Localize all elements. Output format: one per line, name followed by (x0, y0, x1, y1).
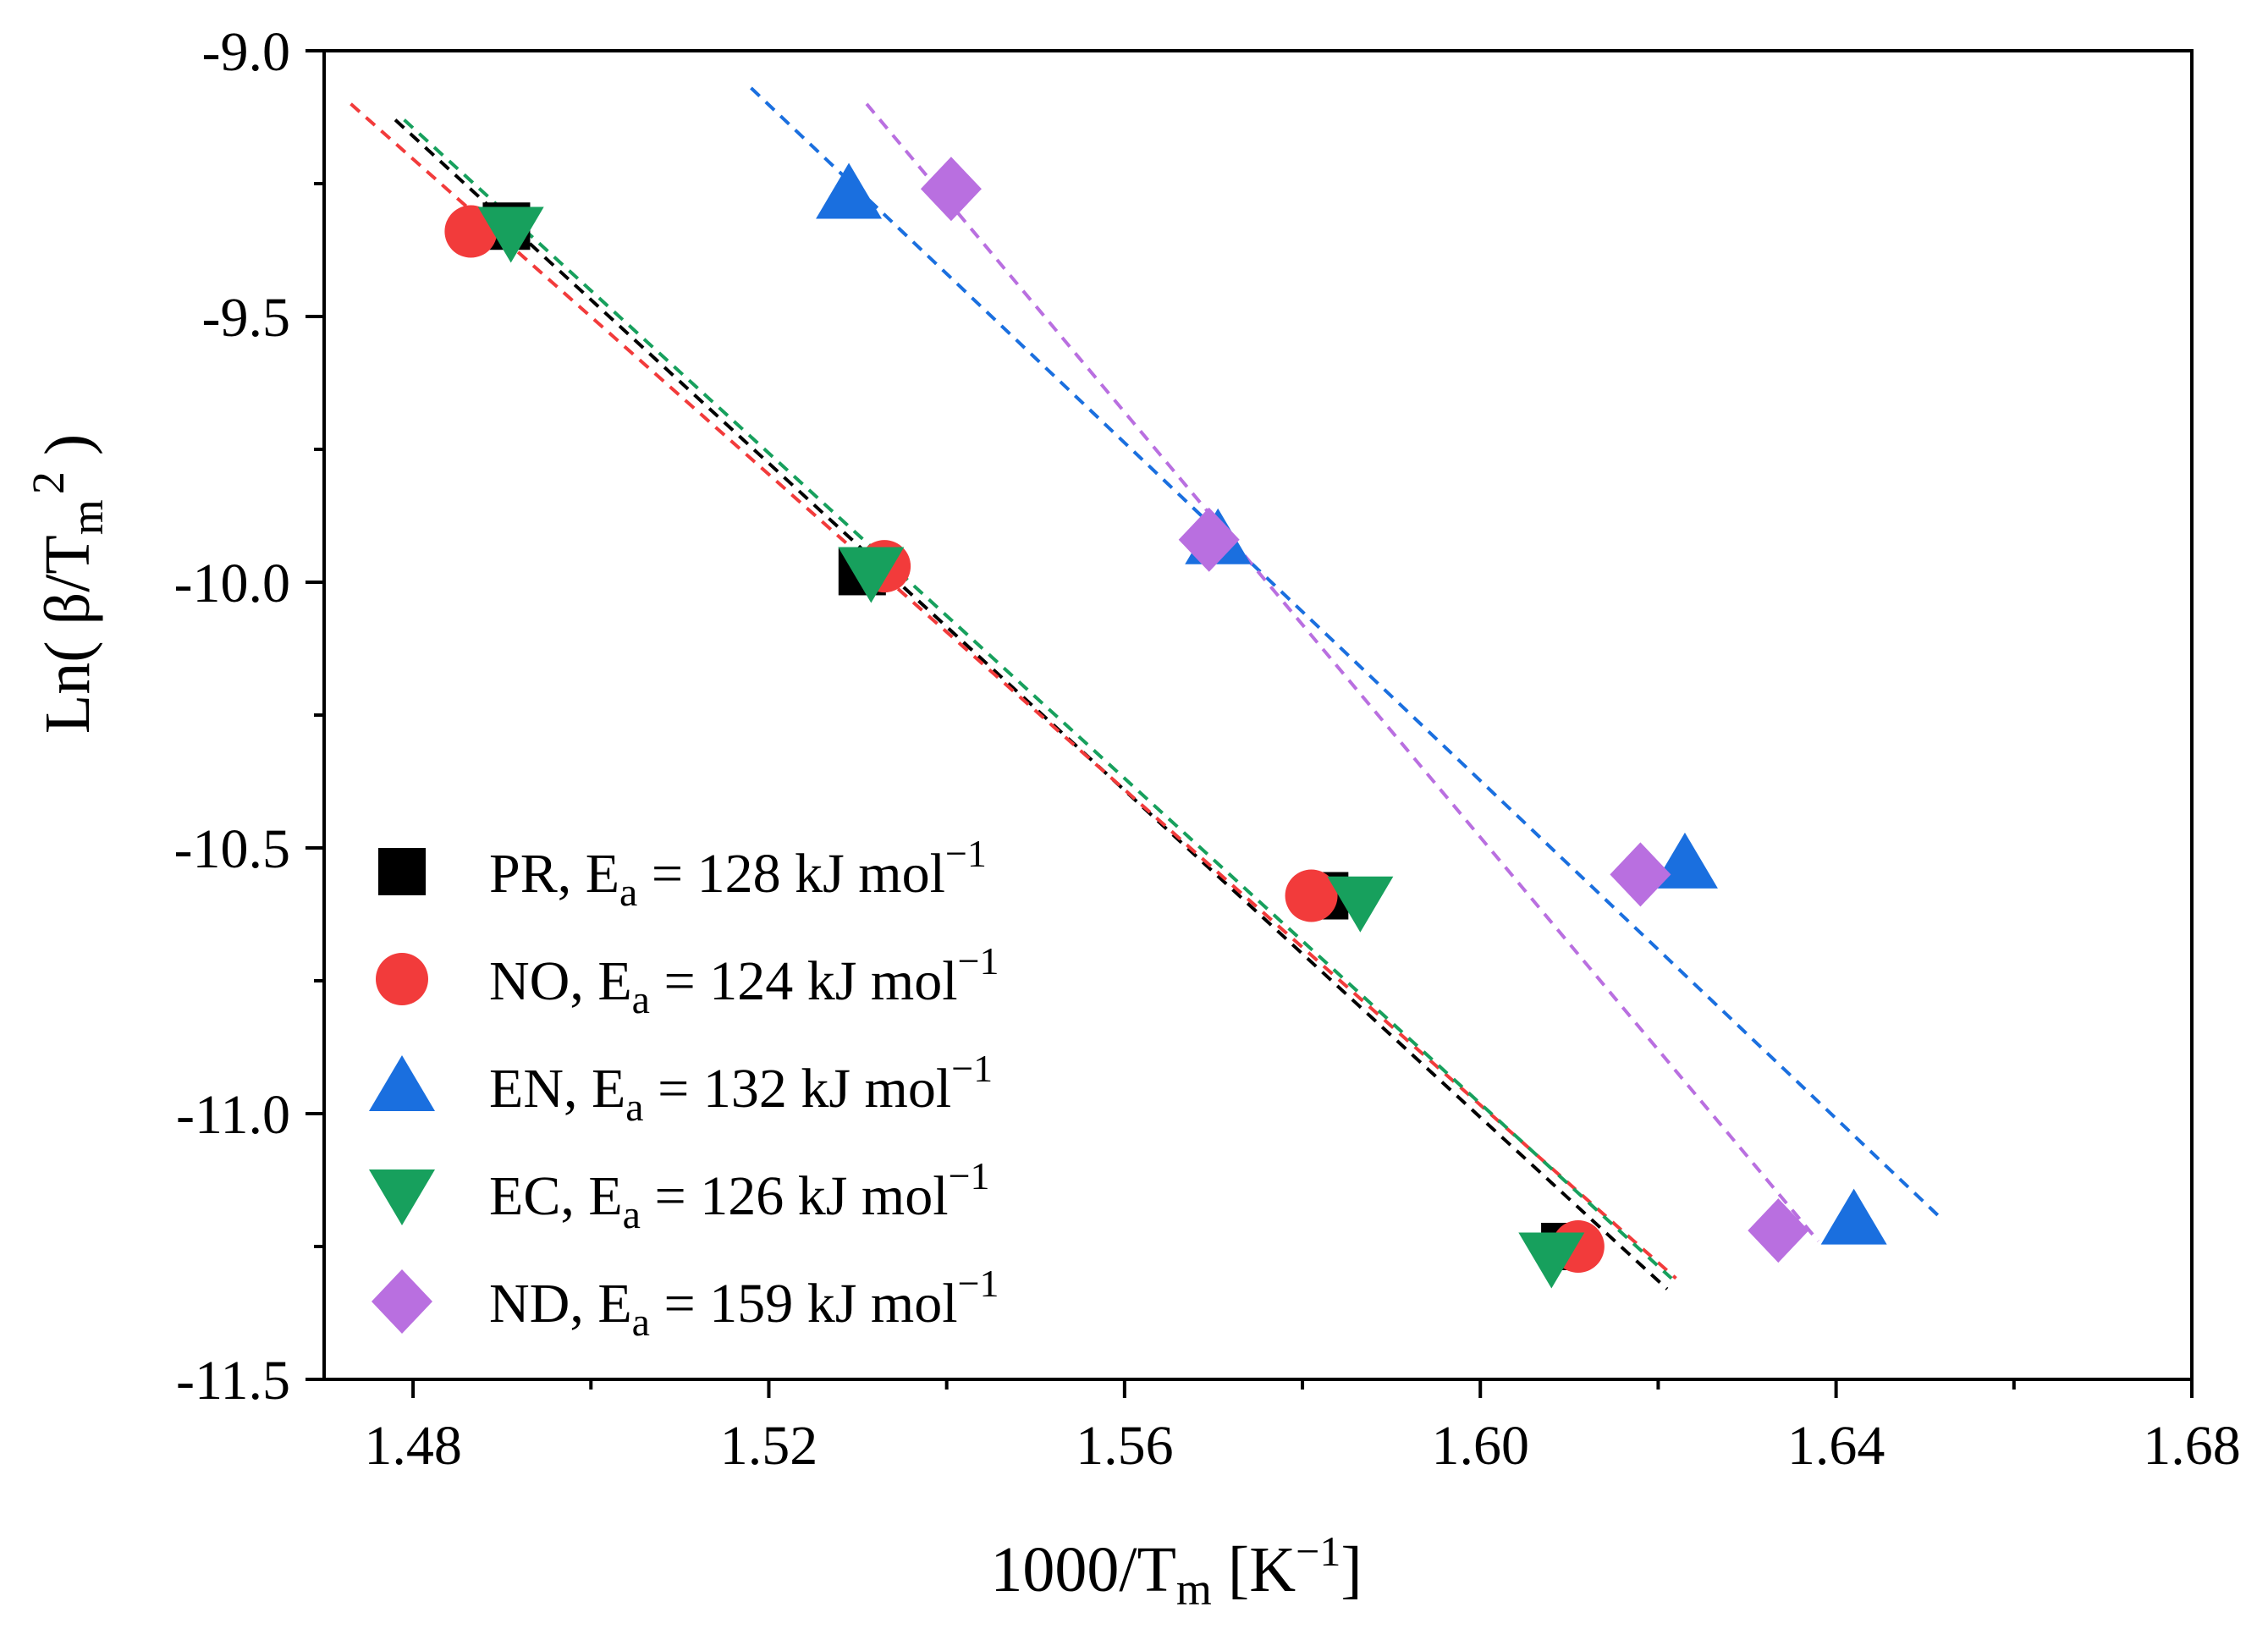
x-tick-label: 1.64 (1787, 1415, 1885, 1477)
fit-lines-layer (350, 86, 1945, 1291)
data-point-ec (477, 206, 544, 263)
fit-line-en (750, 86, 1945, 1222)
data-point-ec (838, 547, 905, 603)
data-point-ec (1518, 1232, 1585, 1289)
legend-label-no: NO, Ea = 124 kJ mol−1 (489, 939, 999, 1022)
fit-line-nd (865, 102, 1820, 1243)
x-tick-label: 1.60 (1431, 1415, 1529, 1477)
fit-line-ec (403, 118, 1673, 1280)
data-point-no (444, 205, 498, 258)
markers-layer (444, 157, 1887, 1289)
legend-label-nd: ND, Ea = 159 kJ mol−1 (489, 1262, 999, 1345)
legend: PR, Ea = 128 kJ mol−1 NO, Ea = 124 kJ mol… (369, 832, 999, 1345)
data-point-nd (1610, 842, 1671, 907)
y-tick-label: -9.0 (202, 21, 290, 83)
fit-line-pr (394, 118, 1669, 1291)
y-axis-title: Ln( β/Tm2 ) (23, 434, 113, 734)
x-tick-label: 1.68 (2143, 1415, 2241, 1477)
data-point-nd (1748, 1198, 1809, 1263)
legend-marker-en (369, 1055, 435, 1111)
y-tick-label: -10.0 (174, 553, 290, 614)
x-tick-label: 1.48 (364, 1415, 462, 1477)
legend-marker-pr (378, 848, 426, 895)
x-axis-title: 1000/Tm [K−1] (990, 1527, 1362, 1615)
data-point-en (816, 162, 883, 219)
x-tick-label: 1.52 (720, 1415, 818, 1477)
x-tick-label: 1.56 (1076, 1415, 1174, 1477)
y-tick-label: -9.5 (202, 287, 290, 349)
legend-label-pr: PR, Ea = 128 kJ mol−1 (489, 832, 987, 915)
data-point-nd (1178, 507, 1240, 572)
ticks-layer (306, 49, 2194, 1398)
y-tick-label: -10.5 (174, 818, 290, 880)
legend-marker-nd (372, 1269, 432, 1334)
tick-labels-layer: 1.48 1.52 1.56 1.60 1.64 1.68 -9.0 -9.5 -10.0 -10… (174, 21, 2241, 1477)
data-point-nd (920, 157, 982, 222)
legend-label-ec: EC, Ea = 126 kJ mol−1 (489, 1154, 990, 1237)
legend-marker-no (376, 953, 428, 1005)
fit-line-no (350, 102, 1677, 1280)
data-point-no (1285, 869, 1338, 922)
data-point-ec (1327, 876, 1394, 933)
y-tick-label: -11.0 (176, 1084, 290, 1146)
legend-marker-ec (369, 1169, 435, 1225)
legend-label-en: EN, Ea = 132 kJ mol−1 (489, 1047, 993, 1130)
y-tick-label: -11.5 (176, 1350, 290, 1412)
data-point-en (1820, 1188, 1887, 1245)
